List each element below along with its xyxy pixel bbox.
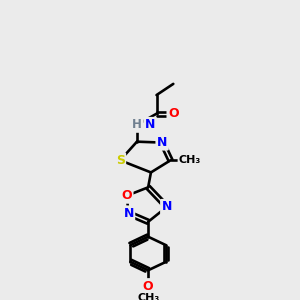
- Text: O: O: [122, 189, 132, 202]
- Text: H: H: [132, 118, 142, 131]
- Text: CH₃: CH₃: [179, 155, 201, 165]
- Text: O: O: [168, 107, 178, 120]
- Text: N: N: [157, 136, 167, 149]
- Text: N: N: [123, 207, 134, 220]
- Text: O: O: [143, 280, 153, 292]
- Text: N: N: [145, 118, 155, 131]
- Text: S: S: [116, 154, 125, 167]
- Text: CH₃: CH₃: [137, 293, 159, 300]
- Text: N: N: [162, 200, 172, 213]
